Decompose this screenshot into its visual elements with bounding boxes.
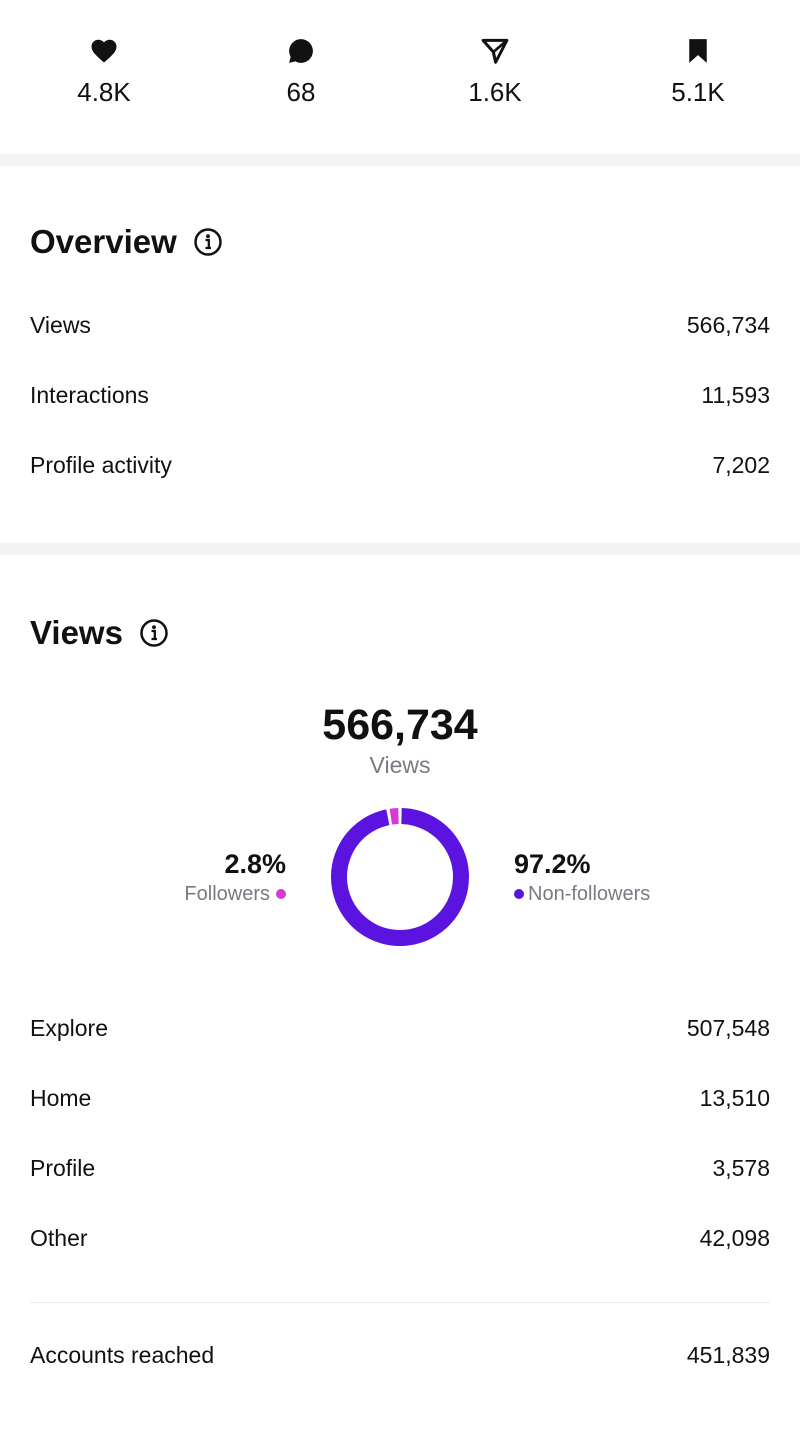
row-label: Profile activity: [30, 451, 172, 478]
comment-icon: [231, 36, 371, 76]
views-title: Views: [30, 614, 123, 651]
row-label: Accounts reached: [30, 1341, 215, 1368]
shares-count: 1.6K: [468, 77, 522, 107]
total-views-label: Views: [369, 752, 431, 778]
row-value: 451,839: [686, 1341, 770, 1368]
shares-stat[interactable]: 1.6K: [425, 30, 565, 108]
followers-legend: Followers: [184, 880, 286, 908]
followers-label: Followers: [184, 883, 270, 905]
overview-row-views: Views 566,734: [30, 305, 770, 345]
row-divider: [30, 1302, 770, 1303]
row-label: Explore: [30, 1014, 108, 1041]
followers-donut-chart: [331, 808, 469, 946]
followers-arc: [389, 808, 399, 825]
accounts-reached-row: Accounts reached 451,839: [30, 1335, 770, 1375]
total-views-count: 566,734: [322, 701, 478, 749]
views-source-profile: Profile 3,578: [30, 1148, 770, 1188]
followers-percentage: 2.8% Followers: [184, 848, 286, 908]
row-value: 3,578: [712, 1154, 770, 1181]
likes-stat[interactable]: 4.8K: [34, 30, 174, 108]
comments-stat[interactable]: 68: [231, 30, 371, 108]
row-value: 507,548: [686, 1014, 770, 1041]
info-icon[interactable]: [193, 227, 223, 257]
comments-count: 68: [286, 77, 316, 107]
overview-row-interactions: Interactions 11,593: [30, 375, 770, 415]
row-value: 13,510: [699, 1084, 770, 1111]
non-followers-pct-value: 97.2%: [514, 849, 591, 879]
saves-stat[interactable]: 5.1K: [628, 30, 768, 108]
views-source-explore: Explore 507,548: [30, 1008, 770, 1048]
overview-row-profile-activity: Profile activity 7,202: [30, 445, 770, 485]
info-icon[interactable]: [139, 618, 169, 648]
total-views: 566,734 Views: [0, 700, 800, 780]
row-label: Interactions: [30, 381, 149, 408]
overview-header: Overview: [30, 220, 223, 264]
followers-pct-value: 2.8%: [224, 849, 286, 879]
views-source-other: Other 42,098: [30, 1218, 770, 1258]
overview-title: Overview: [30, 223, 177, 260]
saves-count: 5.1K: [671, 77, 725, 107]
row-value: 42,098: [699, 1224, 770, 1251]
views-source-home: Home 13,510: [30, 1078, 770, 1118]
share-icon: [425, 36, 565, 76]
row-label: Profile: [30, 1154, 96, 1181]
followers-color-dot: [276, 889, 286, 899]
row-value: 11,593: [701, 381, 770, 408]
non-followers-legend: Non-followers: [514, 880, 650, 908]
non-followers-percentage: 97.2% Non-followers: [514, 848, 650, 908]
section-divider: [0, 154, 800, 166]
bookmark-icon: [628, 36, 768, 76]
section-divider: [0, 543, 800, 555]
row-label: Other: [30, 1224, 88, 1251]
row-value: 7,202: [712, 451, 770, 478]
views-header: Views: [30, 611, 169, 655]
non-followers-label: Non-followers: [528, 883, 651, 905]
non-followers-arc: [331, 808, 469, 946]
row-value: 566,734: [686, 311, 770, 338]
heart-icon: [34, 36, 174, 76]
row-label: Home: [30, 1084, 92, 1111]
non-followers-color-dot: [514, 889, 524, 899]
engagement-stats-bar: 4.8K 68 1.6K 5.1K: [0, 0, 800, 154]
row-label: Views: [30, 311, 91, 338]
likes-count: 4.8K: [77, 77, 131, 107]
